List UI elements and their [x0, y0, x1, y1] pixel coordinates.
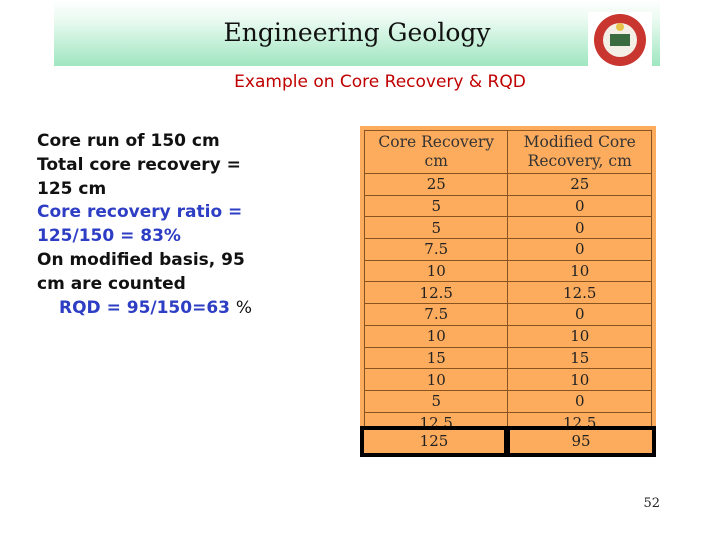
table-row: 25 25: [363, 173, 652, 196]
core-recovery-table: Core Recovery cm Modified Core Recovery,…: [360, 126, 656, 457]
table-cell: 5: [363, 216, 509, 240]
rqd-result: RQD = 95/150=63: [59, 297, 230, 318]
table-cell: 10: [507, 259, 652, 283]
text-line: cm are counted: [37, 273, 186, 294]
table-cell: 0: [507, 194, 652, 218]
total-modified-recovery: 95: [510, 430, 652, 453]
header-line: Recovery, cm: [527, 152, 632, 170]
total-core-recovery: 125: [364, 430, 504, 453]
header-line: Core Recovery: [378, 133, 495, 151]
table-cell: 25: [507, 173, 652, 196]
table-cell: 0: [507, 238, 652, 261]
table-cell: 0: [507, 389, 652, 413]
table-cell: 12.5: [507, 281, 652, 305]
table-row: 7.5 0: [363, 303, 652, 326]
text-line: 125 cm: [37, 178, 107, 199]
percent-sign: %: [235, 297, 253, 318]
header-line: cm: [424, 152, 448, 170]
table-cell: 10: [363, 259, 509, 283]
table-row: 15 15: [363, 346, 652, 370]
example-text: Core run of 150 cm Total core recovery =…: [37, 130, 337, 320]
table-cell: 25: [363, 173, 509, 196]
table-row: 7.5 0: [363, 238, 652, 261]
header-modified-core-recovery: Modified Core Recovery, cm: [507, 130, 652, 174]
page-title: Engineering Geology: [223, 18, 491, 47]
table-cell: 5: [363, 194, 509, 218]
header-core-recovery: Core Recovery cm: [363, 130, 509, 174]
slide-subtitle: Example on Core Recovery & RQD: [234, 72, 526, 92]
university-logo: [588, 12, 652, 68]
table-cell: 7.5: [363, 303, 509, 326]
table-cell: 0: [507, 303, 652, 326]
table-total-row: 125 95: [360, 426, 656, 457]
table-cell: 15: [363, 346, 509, 370]
table-row: 10 10: [363, 324, 652, 348]
table-cell: 15: [507, 346, 652, 370]
table-row: 10 10: [363, 259, 652, 283]
table-cell: 10: [507, 324, 652, 348]
table-cell: 12.5: [363, 281, 509, 305]
rqd-result-line: RQD = 95/150=63 %: [37, 297, 337, 321]
table-row: 12.5 12.5: [363, 281, 652, 305]
table-cell: 5: [363, 389, 509, 413]
page-number: 52: [643, 496, 660, 511]
table-cell: 0: [507, 216, 652, 240]
table-cell: 10: [363, 368, 509, 391]
text-line: Core recovery ratio =: [37, 202, 243, 223]
table-cell: 10: [507, 368, 652, 391]
table-cell: 10: [363, 324, 509, 348]
emblem-icon: [594, 14, 646, 66]
table-row: 10 10: [363, 368, 652, 391]
text-line: On modified basis, 95: [37, 249, 245, 270]
header-line: Modified Core: [523, 133, 636, 151]
header-band: Engineering Geology: [54, 0, 660, 66]
text-line: Total core recovery =: [37, 154, 241, 175]
data-table: Core Recovery cm Modified Core Recovery,…: [363, 130, 652, 435]
text-line: 125/150 = 83%: [37, 226, 181, 247]
text-line: Core run of 150 cm: [37, 131, 220, 151]
table-header-row: Core Recovery cm Modified Core Recovery,…: [363, 130, 652, 174]
table-cell: 7.5: [363, 238, 509, 261]
